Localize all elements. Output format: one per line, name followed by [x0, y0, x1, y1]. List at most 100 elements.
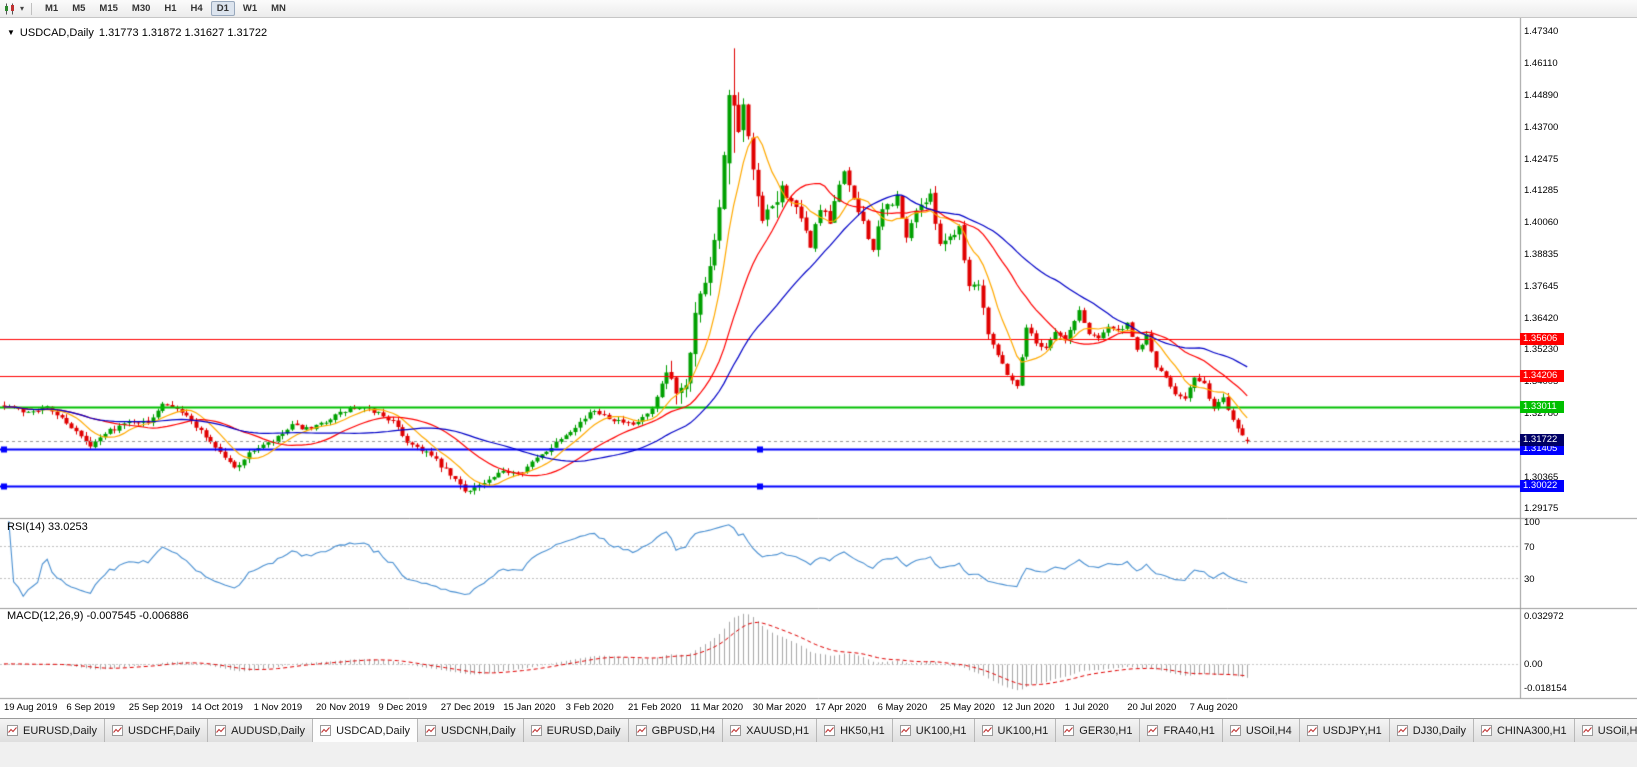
mini-chart-icon	[530, 725, 542, 736]
hline-price-badge: 1.31405	[1520, 443, 1564, 456]
chart-tab-usdjpy-h1[interactable]: USDJPY,H1	[1299, 719, 1390, 742]
chart-window: ▼ USDCAD,Daily 1.31773 1.31872 1.31627 1…	[0, 18, 1637, 718]
date-axis-label: 3 Feb 2020	[565, 702, 614, 713]
price-chart-canvas[interactable]	[0, 18, 1637, 718]
chart-tab-usoil-h4[interactable]: USOil,H4	[1222, 719, 1300, 742]
macd-axis-label: 0.00	[1524, 658, 1543, 670]
macd-axis-label: 0.032972	[1524, 611, 1564, 622]
timeframe-button-m5[interactable]: M5	[72, 3, 86, 14]
date-axis-label: 7 Aug 2020	[1189, 702, 1238, 713]
chart-tab-uk100-h1[interactable]: UK100,H1	[974, 719, 1057, 742]
chart-type-dropdown-icon[interactable]: ▾	[20, 3, 25, 13]
price-axis-label: 1.43700	[1524, 121, 1559, 133]
tab-label: EURUSD,Daily	[546, 724, 621, 737]
chart-tab-audusd-daily[interactable]: AUDUSD,Daily	[208, 719, 314, 742]
mini-chart-icon	[1229, 725, 1241, 736]
mini-chart-icon	[1581, 725, 1593, 736]
tab-label: HK50,H1	[840, 724, 885, 737]
chart-tab-usdcad-daily[interactable]: USDCAD,Daily	[313, 719, 419, 742]
rsi-indicator-label: RSI(14) 33.0253	[7, 521, 88, 533]
macd-axis-label: -0.018154	[1524, 683, 1567, 694]
timeframe-button-m30[interactable]: M30	[131, 3, 151, 14]
tab-label: GBPUSD,H4	[651, 724, 716, 737]
mini-chart-icon	[981, 725, 993, 736]
tab-label: USDCNH,Daily	[441, 724, 516, 737]
timeframe-button-w1[interactable]: W1	[242, 3, 258, 14]
mini-chart-icon	[215, 725, 227, 736]
chart-tab-fra40-h1[interactable]: FRA40,H1	[1140, 719, 1223, 742]
tab-label: GER30,H1	[1079, 724, 1133, 737]
date-axis-label: 14 Oct 2019	[191, 702, 243, 713]
hline-price-badge: 1.34206	[1520, 369, 1564, 382]
price-axis-label: 1.35230	[1524, 344, 1559, 355]
date-axis-label: 21 Feb 2020	[628, 702, 682, 713]
chart-symbol-label: USDCAD,Daily	[19, 27, 94, 39]
price-axis-label: 1.46110	[1524, 58, 1558, 70]
chart-tab-uk100-h1[interactable]: UK100,H1	[892, 719, 975, 742]
tab-label: USDJPY,H1	[1322, 724, 1382, 737]
rsi-axis-label: 30	[1524, 574, 1535, 586]
timeframe-button-h4[interactable]: H4	[190, 3, 203, 14]
chart-tab-xauusd-h1[interactable]: XAUUSD,H1	[723, 719, 818, 742]
chart-candles-icon[interactable]	[4, 3, 17, 15]
tab-label: UK100,H1	[997, 724, 1049, 737]
price-axis-label: 1.47340	[1524, 26, 1559, 37]
timeframe-button-mn[interactable]: MN	[271, 3, 286, 14]
timeframe-button-h1[interactable]: H1	[164, 3, 177, 14]
price-axis-label: 1.38835	[1524, 249, 1559, 261]
chart-tab-ger30-h1[interactable]: GER30,H1	[1056, 719, 1141, 742]
chart-tab-usdchf-daily[interactable]: USDCHF,Daily	[104, 719, 209, 742]
bottom-strip	[0, 742, 1637, 767]
mini-chart-icon	[1147, 725, 1159, 736]
date-axis-label: 11 Mar 2020	[690, 702, 744, 713]
date-axis-label: 6 Sep 2019	[66, 702, 115, 713]
tab-label: DJ30,Daily	[1412, 724, 1466, 737]
chart-tab-china300-h1[interactable]: CHINA300,H1	[1473, 719, 1575, 742]
date-axis-label: 27 Dec 2019	[440, 702, 495, 713]
tab-label: FRA40,H1	[1163, 724, 1215, 737]
date-axis-label: 25 Sep 2019	[128, 702, 183, 713]
date-axis-label: 9 Dec 2019	[378, 702, 427, 713]
price-axis-label: 1.40060	[1524, 217, 1559, 229]
tab-label: EURUSD,Daily	[23, 724, 97, 737]
chart-tab-usoil-h1[interactable]: USOil,H1	[1574, 719, 1637, 742]
chart-tab-dj30-daily[interactable]: DJ30,Daily	[1389, 719, 1474, 742]
mini-chart-icon	[425, 725, 437, 736]
mini-chart-icon	[635, 725, 647, 736]
timeframe-button-m15[interactable]: M15	[99, 3, 118, 14]
chart-tab-eurusd-daily[interactable]: EURUSD,Daily	[0, 719, 105, 742]
chart-ohlc-values: 1.31773 1.31872 1.31627 1.31722	[98, 27, 268, 39]
tab-label: USOil,H1	[1597, 724, 1637, 737]
chart-tab-hk50-h1[interactable]: HK50,H1	[817, 719, 893, 742]
date-axis-label: 12 Jun 2020	[1002, 702, 1055, 713]
date-axis-label: 6 May 2020	[877, 702, 928, 713]
tab-label: AUDUSD,Daily	[231, 724, 306, 737]
tab-label: USOil,H4	[1245, 724, 1292, 737]
toolbar-separator	[31, 2, 33, 15]
hline-price-badge: 1.33011	[1520, 401, 1564, 414]
timeframe-button-d1[interactable]: D1	[210, 1, 235, 16]
symbol-collapse-icon[interactable]: ▼	[7, 28, 15, 37]
price-axis-label: 1.42475	[1524, 153, 1559, 165]
toolbar: ▾ M1 M5 M15 M30 H1 H4 D1 W1 MN	[0, 0, 1637, 18]
chart-tab-usdcnh-daily[interactable]: USDCNH,Daily	[418, 719, 524, 742]
tab-label: USDCAD,Daily	[336, 724, 411, 737]
tab-label: CHINA300,H1	[1496, 724, 1567, 737]
timeframe-button-m1[interactable]: M1	[45, 3, 59, 14]
tab-label: UK100,H1	[915, 724, 967, 737]
mini-chart-icon	[1480, 725, 1492, 736]
date-axis-label: 19 Aug 2019	[4, 702, 58, 713]
date-axis-label: 20 Jul 2020	[1127, 702, 1177, 713]
price-axis-label: 1.36420	[1524, 312, 1559, 324]
date-axis-label: 17 Apr 2020	[815, 702, 867, 713]
chart-tab-gbpusd-h4[interactable]: GBPUSD,H4	[628, 719, 724, 742]
timeframe-button-group: M1 M5 M15 M30 H1 H4 D1 W1 MN	[39, 1, 292, 16]
mini-chart-icon	[899, 725, 911, 736]
hline-price-badge: 1.35606	[1520, 333, 1564, 346]
mini-chart-icon	[824, 725, 836, 736]
chart-tab-eurusd-daily[interactable]: EURUSD,Daily	[523, 719, 629, 742]
mini-chart-icon	[1306, 725, 1318, 736]
mini-chart-icon	[730, 725, 742, 736]
rsi-axis-label: 70	[1524, 541, 1535, 553]
